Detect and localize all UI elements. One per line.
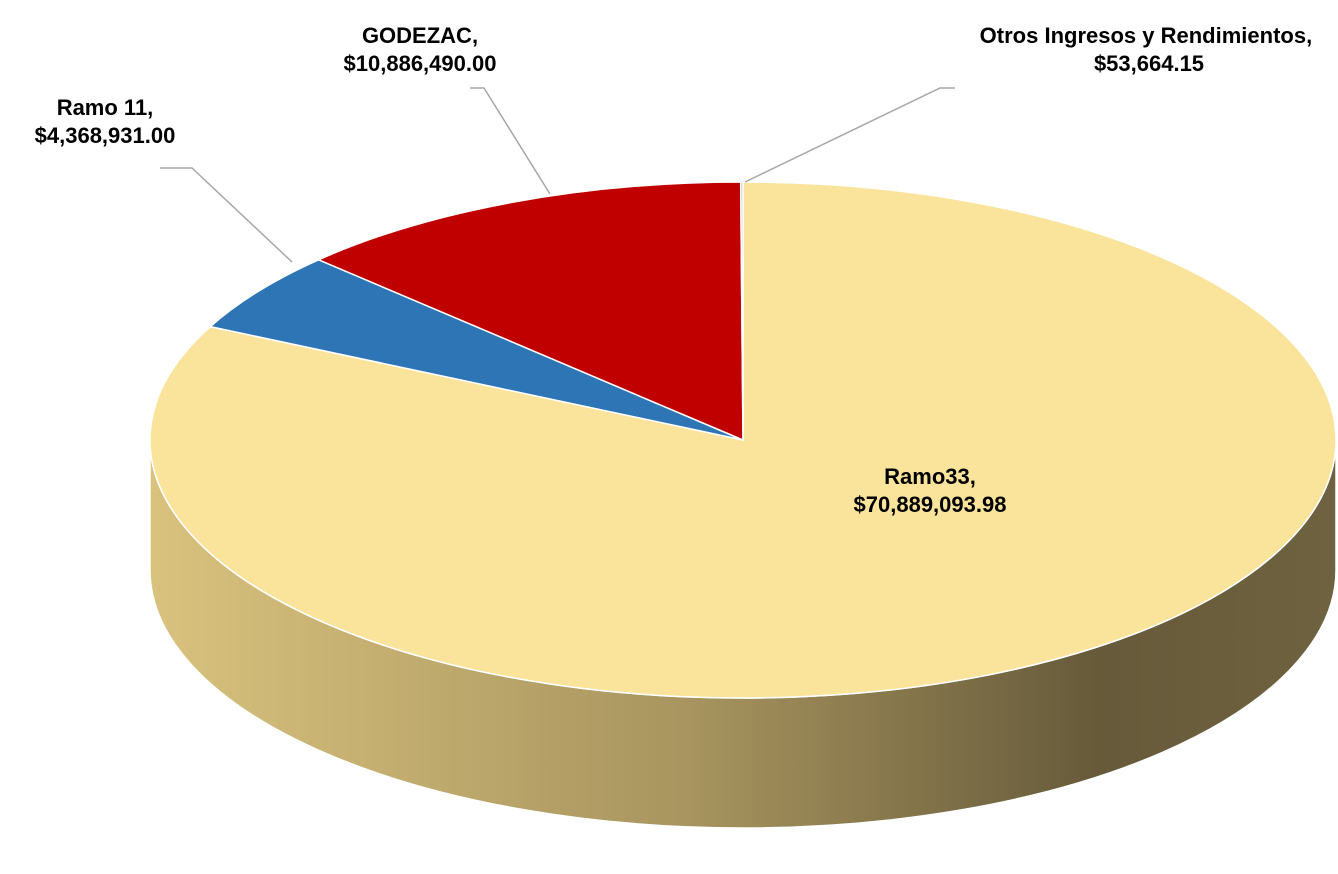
value-label: $53,664.15 [1093,51,1205,76]
data-label: GODEZAC, $10,886,490.00 [300,22,540,78]
value-label: $4,368,931.00 [34,123,176,148]
leader-line [470,87,551,195]
value-label: $70,889,093.98 [853,492,1007,517]
data-label: Ramo 11, $4,368,931.00 [0,94,210,150]
pie-slice [208,258,744,441]
pie [149,181,1337,829]
category-label: Ramo33, [884,464,976,489]
pie-slice [739,181,744,441]
data-label: Ramo33, $70,889,093.98 [770,463,1090,519]
leader-line [160,167,293,263]
leader-line [744,87,955,183]
category-label: Ramo 11, [56,95,154,120]
category-label: GODEZAC, [361,23,479,48]
category-label: Otros Ingresos y Rendimientos, [979,23,1313,48]
value-label: $10,886,490.00 [343,51,497,76]
data-label: Otros Ingresos y Rendimientos, $53,664.1… [960,22,1338,78]
pie-slice [316,181,744,442]
